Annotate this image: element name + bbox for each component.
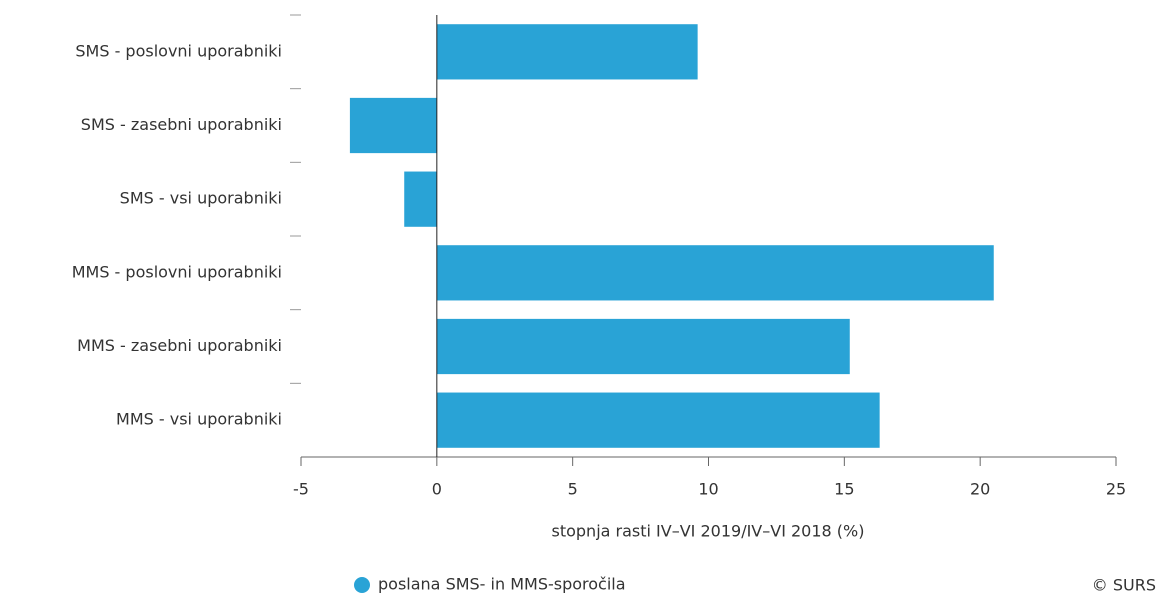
x-axis-label: stopnja rasti IV–VI 2019/IV–VI 2018 (%): [552, 522, 865, 541]
bar: [404, 171, 437, 227]
x-tick-label: -5: [293, 480, 309, 499]
bar: [436, 318, 850, 375]
x-tick-label: 5: [568, 480, 578, 499]
y-tick-label: MMS - poslovni uporabniki: [72, 262, 282, 281]
y-tick-label: SMS - zasebni uporabniki: [81, 115, 282, 134]
legend-marker: [354, 577, 370, 593]
x-tick-label: 20: [970, 480, 990, 499]
legend-label: poslana SMS- in MMS-sporočila: [378, 575, 626, 594]
x-tick-label: 0: [432, 480, 442, 499]
x-tick-label: 25: [1106, 480, 1126, 499]
y-tick-label: SMS - poslovni uporabniki: [75, 41, 282, 60]
credit: © SURS: [1092, 576, 1156, 595]
y-tick-label: MMS - zasebni uporabniki: [77, 336, 282, 355]
y-tick-label: MMS - vsi uporabniki: [116, 410, 282, 429]
x-tick-label: 15: [834, 480, 854, 499]
bar: [349, 97, 437, 154]
bar: [436, 24, 698, 80]
x-tick-label: 10: [698, 480, 718, 499]
y-tick-label: SMS - vsi uporabniki: [120, 189, 282, 208]
bar: [436, 392, 880, 448]
bar: [436, 245, 994, 301]
